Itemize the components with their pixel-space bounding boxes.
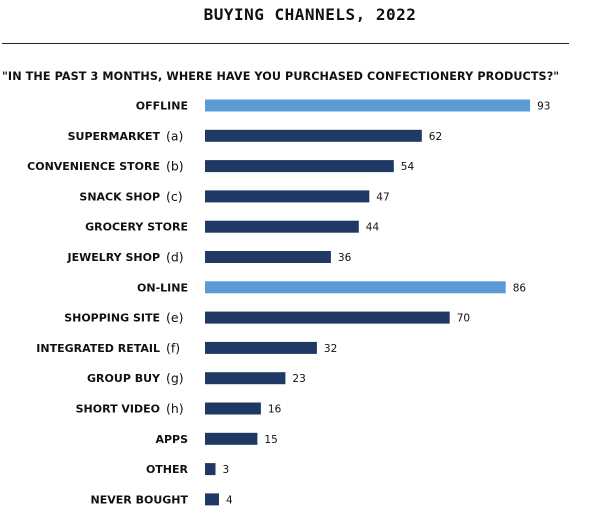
category-note-group-buy: (g) (166, 371, 184, 386)
value-label-never-bought: 4 (226, 494, 233, 506)
chart-subtitle: "IN THE PAST 3 MONTHS, WHERE HAVE YOU PU… (2, 70, 560, 83)
value-label-integrated-retail: 32 (324, 343, 337, 355)
category-note-integrated-retail: (f) (166, 340, 180, 355)
category-note-shopping-site: (e) (166, 310, 183, 325)
value-label-jewelry-shop: 36 (338, 252, 352, 264)
chart-title: BUYING CHANNELS, 2022 (203, 5, 417, 24)
value-label-on-line: 86 (513, 282, 527, 294)
category-label-grocery-store: GROCERY STORE (85, 221, 188, 234)
category-label-offline: OFFLINE (136, 100, 188, 113)
category-note-convenience-store: (b) (166, 159, 184, 174)
category-label-integrated-retail: INTEGRATED RETAIL (36, 342, 160, 355)
value-label-offline: 93 (537, 101, 550, 113)
value-label-snack-shop: 47 (376, 191, 389, 203)
category-note-jewelry-shop: (d) (166, 250, 184, 265)
bar-convenience-store (205, 160, 394, 173)
category-label-group-buy: GROUP BUY (87, 372, 161, 385)
bar-supermarket (205, 129, 422, 142)
bar-apps (205, 432, 258, 445)
bar-jewelry-shop (205, 251, 331, 263)
value-label-supermarket: 62 (429, 131, 442, 143)
value-label-convenience-store: 54 (401, 161, 415, 173)
bar-short-video (205, 402, 261, 415)
category-label-snack-shop: SNACK SHOP (79, 190, 160, 203)
bar-snack-shop (205, 190, 370, 203)
category-note-snack-shop: (c) (166, 189, 183, 204)
category-label-supermarket: SUPERMARKET (68, 130, 161, 143)
bar-shopping-site (205, 311, 450, 324)
category-note-supermarket: (a) (166, 128, 183, 143)
category-label-shopping-site: SHOPPING SITE (64, 312, 160, 325)
category-label-other: OTHER (146, 463, 189, 476)
category-note-short-video: (h) (166, 401, 184, 416)
value-label-shopping-site: 70 (457, 313, 470, 325)
bar-grocery-store (205, 220, 359, 233)
category-label-on-line: ON-LINE (137, 281, 188, 294)
value-label-group-buy: 23 (292, 373, 305, 385)
category-label-apps: APPS (155, 433, 188, 446)
bar-on-line (205, 281, 506, 294)
category-label-never-bought: NEVER BOUGHT (91, 493, 189, 506)
bar-group-buy (205, 372, 286, 385)
value-label-apps: 15 (264, 434, 277, 446)
category-label-jewelry-shop: JEWELRY SHOP (67, 251, 160, 264)
bar-other (205, 463, 216, 476)
value-label-grocery-store: 44 (366, 222, 380, 234)
title-divider (2, 43, 569, 44)
value-label-short-video: 16 (268, 404, 282, 416)
bar-integrated-retail (205, 341, 317, 354)
bar-offline (205, 99, 531, 112)
value-label-other: 3 (223, 464, 230, 476)
bar-never-bought (205, 493, 219, 506)
category-label-convenience-store: CONVENIENCE STORE (27, 160, 160, 173)
category-label-short-video: SHORT VIDEO (76, 403, 160, 416)
